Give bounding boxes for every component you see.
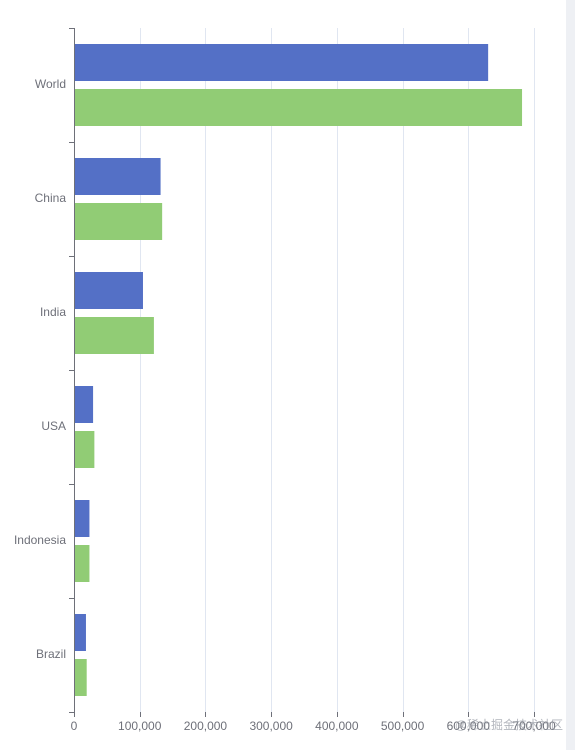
category-label: Indonesia [14, 533, 66, 547]
x-tick-label: 500,000 [381, 719, 425, 733]
x-tick-label: 200,000 [184, 719, 228, 733]
bar [74, 545, 90, 582]
bar [74, 386, 94, 423]
bar [74, 317, 154, 354]
x-tick-label: 0 [71, 719, 78, 733]
bar [74, 431, 95, 468]
x-tick-label: 600,000 [447, 719, 491, 733]
category-label: India [40, 305, 66, 319]
bar [74, 203, 163, 240]
x-tick-label: 700,000 [512, 719, 556, 733]
bar [74, 500, 90, 537]
page-edge-strip [566, 0, 575, 750]
x-tick-label: 300,000 [249, 719, 293, 733]
bar [74, 89, 523, 126]
bar [74, 272, 143, 309]
category-label: USA [41, 419, 66, 433]
x-tick-label: 100,000 [118, 719, 162, 733]
bar [74, 158, 161, 195]
category-label: Brazil [36, 647, 66, 661]
bar [74, 659, 87, 696]
watermark-text: @稀土掘金技术社区 [454, 718, 563, 732]
category-label: World [35, 77, 66, 91]
bar [74, 44, 489, 81]
category-label: China [35, 191, 67, 205]
bar [74, 614, 86, 651]
x-tick-label: 400,000 [315, 719, 359, 733]
